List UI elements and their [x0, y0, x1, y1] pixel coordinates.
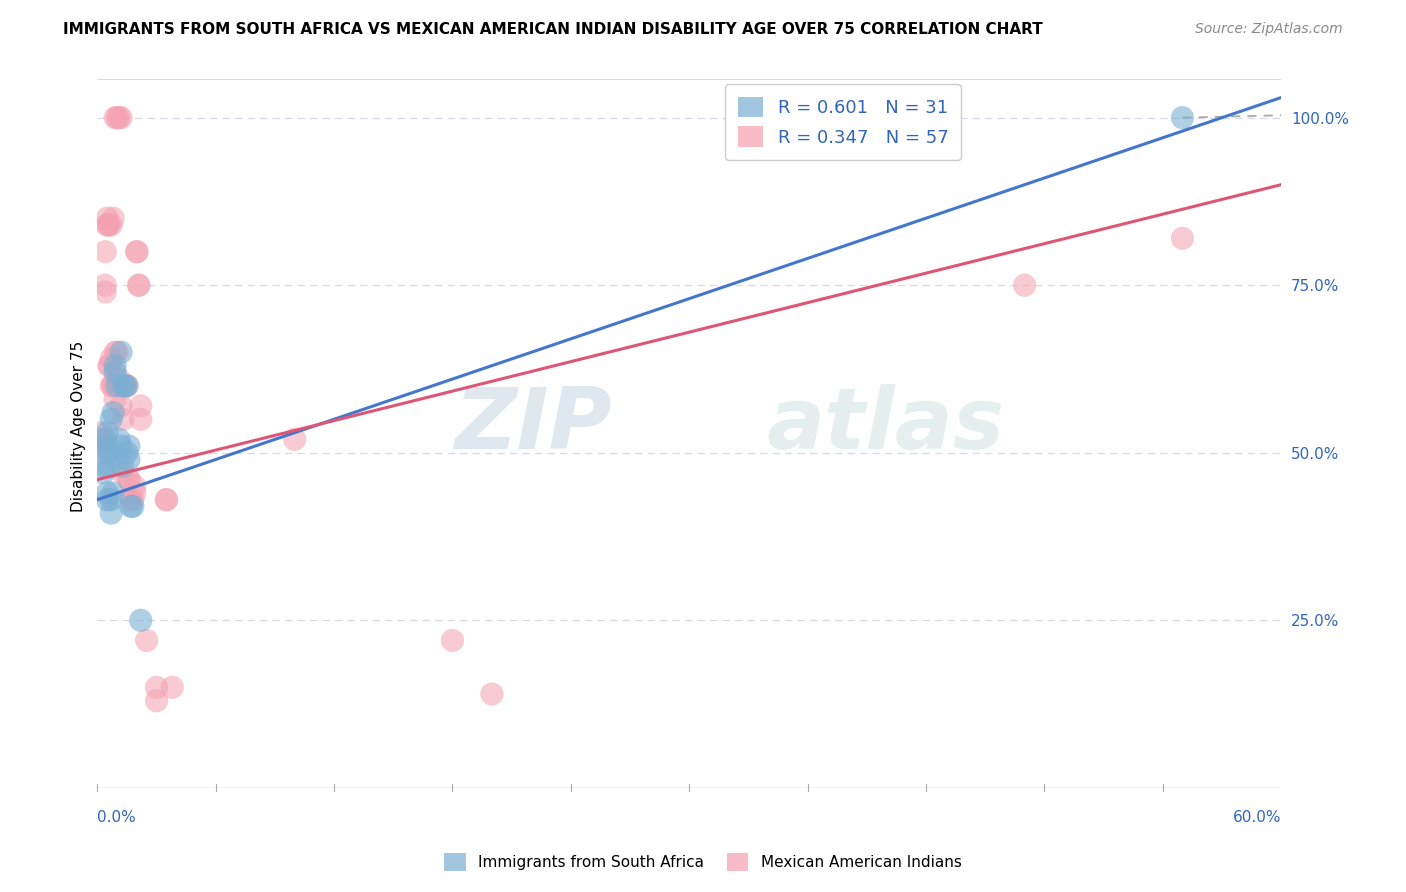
Point: [118, 439, 141, 453]
Point: [96, 439, 118, 453]
Point: [110, 111, 132, 125]
Point: [101, 378, 124, 392]
Point: [124, 479, 146, 493]
Point: [162, 681, 184, 695]
Point: [101, 486, 124, 500]
Point: [125, 244, 148, 259]
Point: [121, 492, 143, 507]
Point: [98, 459, 121, 474]
Point: [104, 359, 127, 373]
Point: [96, 425, 118, 440]
Point: [96, 492, 118, 507]
Point: [118, 473, 141, 487]
Point: [441, 633, 464, 648]
Point: [129, 399, 152, 413]
Point: [96, 218, 118, 232]
Point: [98, 359, 121, 373]
Point: [111, 412, 134, 426]
Point: [121, 500, 143, 514]
Point: [94, 285, 117, 299]
Point: [111, 466, 134, 480]
Point: [91, 433, 114, 447]
Point: [105, 345, 128, 359]
Text: 60.0%: 60.0%: [1233, 810, 1281, 824]
Point: [101, 406, 124, 420]
Text: IMMIGRANTS FROM SOUTH AFRICA VS MEXICAN AMERICAN INDIAN DISABILITY AGE OVER 75 C: IMMIGRANTS FROM SOUTH AFRICA VS MEXICAN …: [63, 22, 1043, 37]
Point: [128, 278, 150, 293]
Point: [115, 378, 138, 392]
Point: [114, 378, 136, 392]
Point: [120, 492, 142, 507]
Text: atlas: atlas: [766, 384, 1004, 467]
Point: [108, 433, 131, 447]
Point: [108, 111, 131, 125]
Point: [101, 378, 124, 392]
Point: [100, 351, 122, 366]
Point: [1171, 231, 1194, 245]
Point: [1014, 278, 1036, 293]
Y-axis label: Disability Age Over 75: Disability Age Over 75: [72, 341, 86, 512]
Point: [104, 345, 127, 359]
Point: [129, 412, 152, 426]
Point: [105, 372, 128, 386]
Point: [111, 378, 134, 392]
Point: [104, 365, 127, 379]
Point: [125, 244, 148, 259]
Point: [115, 446, 138, 460]
Point: [108, 372, 131, 386]
Point: [115, 378, 138, 392]
Text: Source: ZipAtlas.com: Source: ZipAtlas.com: [1195, 22, 1343, 37]
Point: [104, 392, 127, 406]
Point: [100, 218, 122, 232]
Point: [110, 439, 132, 453]
Point: [105, 111, 128, 125]
Point: [98, 446, 121, 460]
Point: [284, 433, 307, 447]
Point: [96, 211, 118, 226]
Point: [98, 218, 121, 232]
Point: [481, 687, 503, 701]
Point: [91, 459, 114, 474]
Point: [100, 492, 122, 507]
Point: [135, 633, 157, 648]
Point: [155, 492, 177, 507]
Point: [100, 412, 122, 426]
Point: [94, 446, 117, 460]
Point: [100, 378, 122, 392]
Legend: Immigrants from South Africa, Mexican American Indians: Immigrants from South Africa, Mexican Am…: [439, 847, 967, 877]
Point: [120, 500, 142, 514]
Point: [105, 452, 128, 467]
Point: [105, 378, 128, 392]
Point: [100, 506, 122, 520]
Point: [98, 359, 121, 373]
Point: [114, 378, 136, 392]
Point: [110, 399, 132, 413]
Point: [96, 218, 118, 232]
Point: [129, 613, 152, 627]
Point: [94, 433, 117, 447]
Point: [118, 473, 141, 487]
Text: 0.0%: 0.0%: [97, 810, 136, 824]
Point: [110, 345, 132, 359]
Point: [155, 492, 177, 507]
Point: [1171, 111, 1194, 125]
Point: [111, 459, 134, 474]
Point: [96, 486, 118, 500]
Point: [104, 111, 127, 125]
Point: [101, 211, 124, 226]
Point: [118, 452, 141, 467]
Point: [94, 278, 117, 293]
Legend: R = 0.601   N = 31, R = 0.347   N = 57: R = 0.601 N = 31, R = 0.347 N = 57: [725, 84, 960, 160]
Point: [128, 278, 150, 293]
Point: [90, 433, 112, 447]
Text: ZIP: ZIP: [454, 384, 612, 467]
Point: [114, 378, 136, 392]
Point: [91, 466, 114, 480]
Point: [94, 244, 117, 259]
Point: [91, 439, 114, 453]
Point: [90, 425, 112, 440]
Point: [124, 486, 146, 500]
Point: [145, 681, 167, 695]
Point: [145, 694, 167, 708]
